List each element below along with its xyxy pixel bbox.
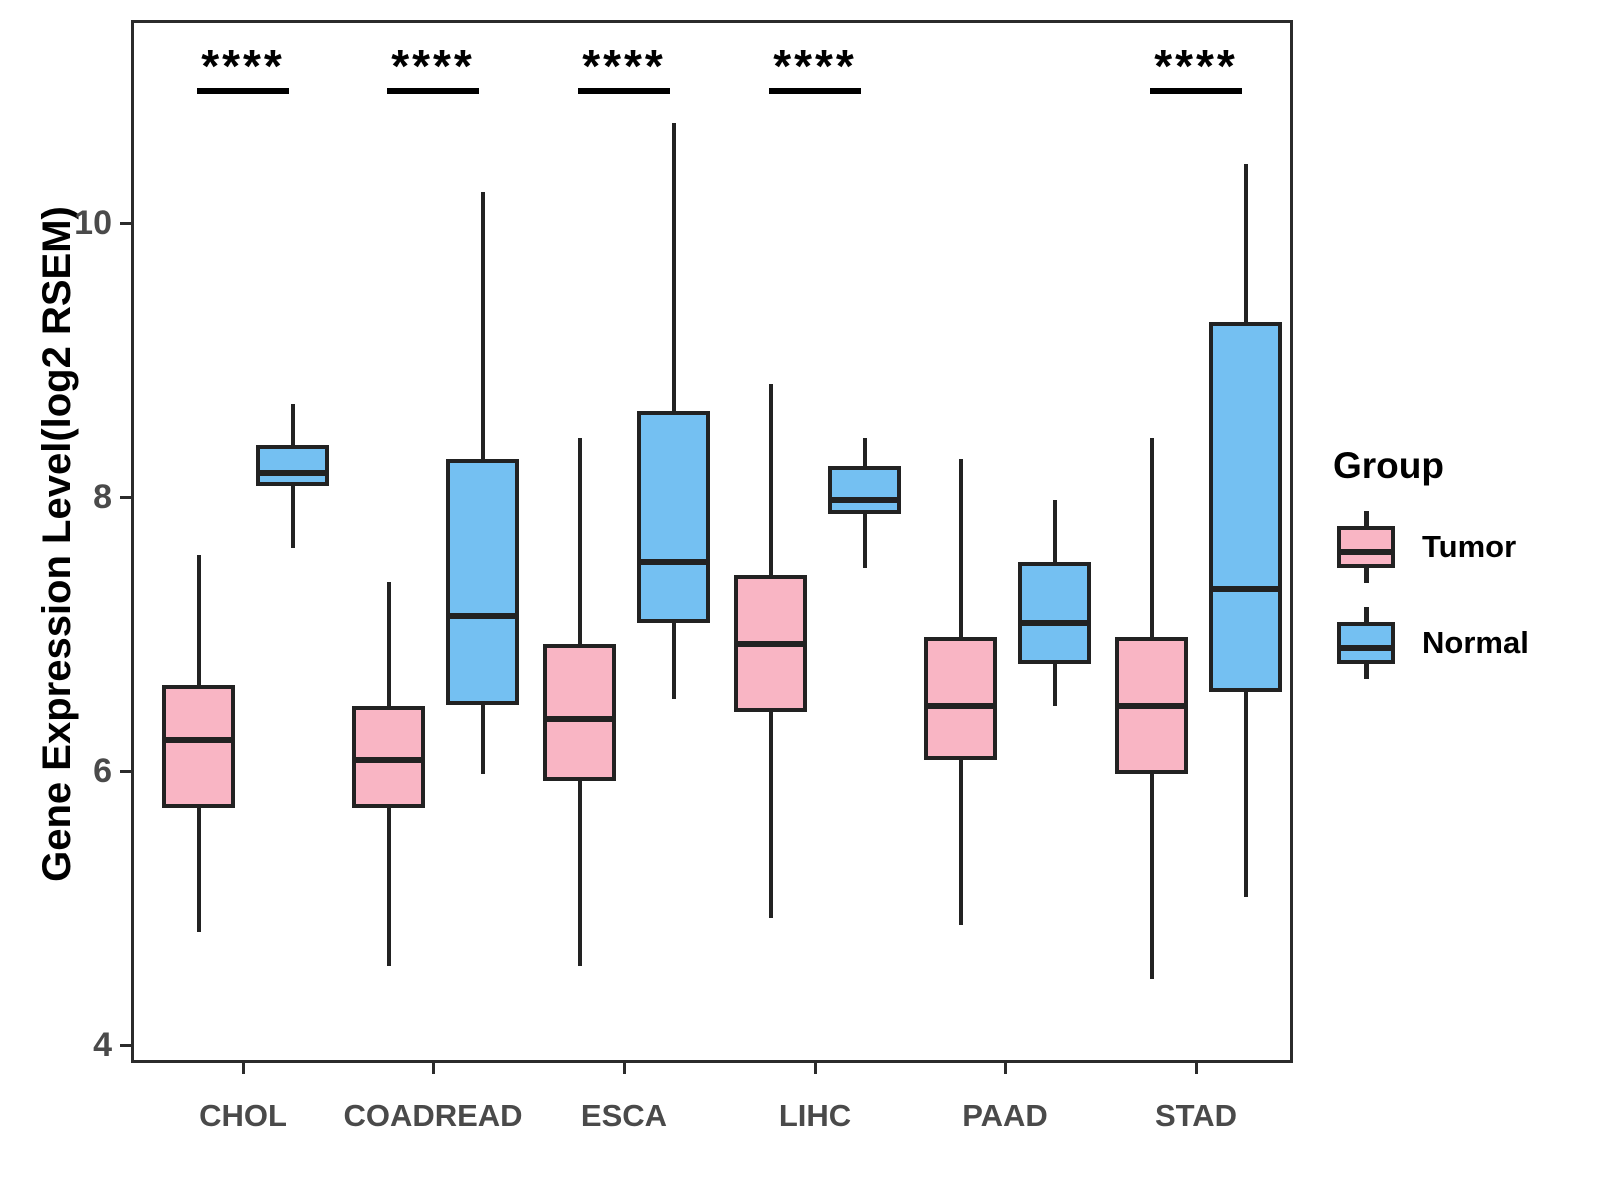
x-tick-coadread: [432, 1063, 435, 1074]
significance-bar: [387, 88, 479, 94]
y-tick-10: [120, 222, 131, 225]
median-tumor-esca: [543, 716, 616, 723]
significance-stars: ****: [201, 40, 285, 92]
x-tick-lihc: [814, 1063, 817, 1074]
significance-stars: ****: [773, 40, 857, 92]
y-tick-label-8: 8: [93, 478, 112, 516]
median-normal-coadread: [446, 613, 519, 620]
median-normal-chol: [256, 469, 329, 476]
x-tick-label-paad: PAAD: [962, 1098, 1048, 1133]
median-tumor-lihc: [734, 640, 807, 647]
legend-key-median: [1337, 549, 1395, 555]
box-tumor-coadread: [352, 705, 425, 809]
legend-key-median: [1337, 645, 1395, 651]
x-tick-label-lihc: LIHC: [778, 1098, 852, 1133]
box-normal-lihc: [828, 465, 901, 514]
x-tick-label-coadread: COADREAD: [343, 1098, 523, 1133]
legend-label-normal: Normal: [1422, 625, 1529, 660]
y-tick-label-10: 10: [74, 204, 112, 242]
boxplot-key-icon: [1336, 607, 1396, 679]
box-normal-stad: [1209, 321, 1282, 692]
median-tumor-stad: [1115, 702, 1188, 709]
x-tick-label-stad: STAD: [1154, 1098, 1238, 1133]
significance-bar: [1150, 88, 1242, 94]
significance-esca: ****: [544, 38, 704, 94]
box-normal-chol: [256, 445, 329, 487]
legend-item-tumor: Tumor: [1330, 511, 1590, 583]
y-tick-8: [120, 496, 131, 499]
y-tick-label-4: 4: [93, 1026, 112, 1064]
legend-key-box: [1337, 622, 1395, 664]
box-tumor-esca: [543, 643, 616, 781]
box-normal-paad: [1018, 561, 1091, 665]
y-tick-6: [120, 770, 131, 773]
median-normal-lihc: [828, 497, 901, 503]
box-tumor-paad: [924, 637, 997, 761]
x-tick-paad: [1004, 1063, 1007, 1074]
significance-stars: ****: [1154, 40, 1238, 92]
significance-stars: ****: [582, 40, 666, 92]
y-tick-4: [120, 1044, 131, 1047]
box-tumor-chol: [162, 684, 235, 809]
plot-panel: [131, 20, 1293, 1063]
x-tick-esca: [623, 1063, 626, 1074]
legend-title: Group: [1333, 445, 1444, 486]
significance-stad: ****: [1116, 38, 1276, 94]
median-tumor-chol: [162, 736, 235, 743]
x-tick-chol: [242, 1063, 245, 1074]
median-normal-esca: [637, 558, 710, 565]
median-tumor-coadread: [352, 757, 425, 764]
median-tumor-paad: [924, 702, 997, 709]
x-tick-label-esca: ESCA: [580, 1098, 668, 1133]
significance-lihc: ****: [735, 38, 895, 94]
significance-bar: [578, 88, 670, 94]
significance-coadread: ****: [353, 38, 513, 94]
legend-key-box: [1337, 526, 1395, 568]
box-normal-esca: [637, 410, 710, 624]
significance-chol: ****: [163, 38, 323, 94]
x-tick-label-chol: CHOL: [199, 1098, 287, 1133]
legend-item-normal: Normal: [1330, 607, 1590, 679]
median-normal-paad: [1018, 620, 1091, 627]
legend: Group Tumor Normal: [1330, 445, 1590, 679]
x-tick-stad: [1195, 1063, 1198, 1074]
significance-bar: [769, 88, 861, 94]
boxplot-key-icon: [1336, 511, 1396, 583]
significance-bar: [197, 88, 289, 94]
significance-stars: ****: [391, 40, 475, 92]
box-normal-coadread: [446, 458, 519, 706]
legend-label-tumor: Tumor: [1422, 529, 1517, 564]
y-tick-label-6: 6: [93, 752, 112, 790]
median-normal-stad: [1209, 586, 1282, 593]
